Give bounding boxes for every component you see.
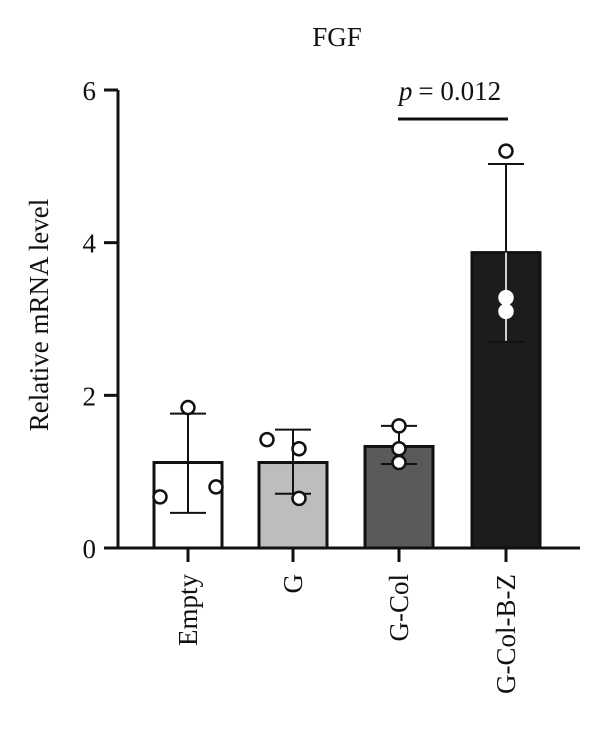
x-tick-label-g-col-b-z: G-Col-B-Z xyxy=(491,574,521,694)
data-point xyxy=(498,303,514,320)
y-tick-label: 0 xyxy=(83,534,97,564)
data-point xyxy=(391,441,407,457)
data-point xyxy=(152,489,168,505)
data-point xyxy=(391,418,407,434)
p-value: = 0.012 xyxy=(418,76,501,106)
chart-title: FGF xyxy=(312,22,362,52)
significance-annotation: p = 0.012 xyxy=(397,76,508,121)
y-tick-label: 4 xyxy=(83,229,97,259)
p-symbol: p xyxy=(397,76,413,106)
data-point xyxy=(208,479,224,495)
y-tick-label: 2 xyxy=(83,381,97,411)
data-point xyxy=(498,289,514,306)
y-tick-label: 6 xyxy=(83,76,97,106)
data-point xyxy=(291,490,307,507)
x-tick-label-g-col: G-Col xyxy=(384,574,414,642)
x-tick-label-empty: Empty xyxy=(173,574,203,646)
data-point xyxy=(291,441,307,457)
data-point xyxy=(391,454,407,471)
data-point xyxy=(498,143,514,159)
x-tick-label-g: G xyxy=(278,574,308,594)
data-point xyxy=(180,399,196,416)
data-point xyxy=(259,431,275,448)
chart-marks: Empty G G-Col G-Col-B-Z 0 2 4 6 xyxy=(83,76,580,694)
y-axis-label: Relative mRNA level xyxy=(24,199,54,431)
significance-label: p = 0.012 xyxy=(397,76,501,106)
